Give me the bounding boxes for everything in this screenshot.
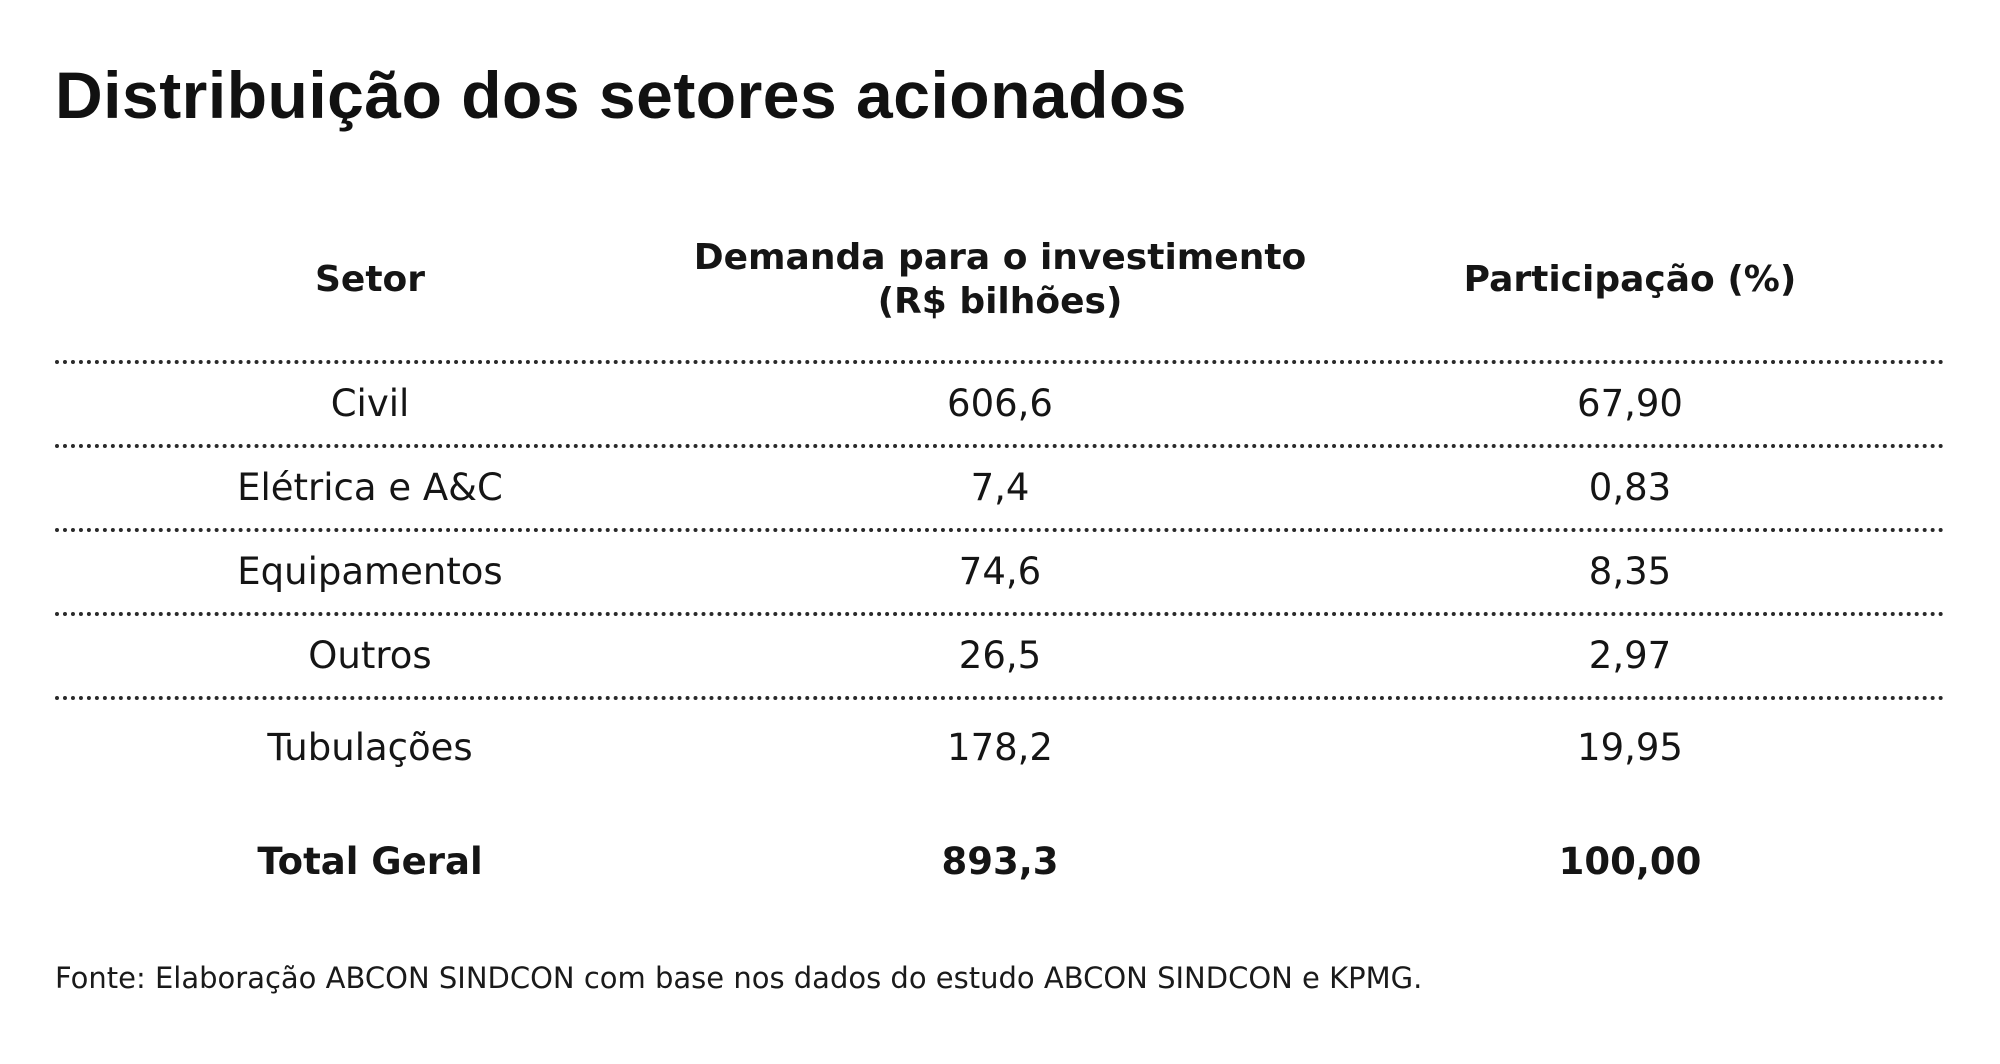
cell-demanda: 26,5 bbox=[958, 634, 1042, 677]
page-title: Distribuição dos setores acionados bbox=[55, 58, 1187, 132]
header-participacao: Participação (%) bbox=[1463, 259, 1797, 300]
header-setor: Setor bbox=[314, 259, 426, 300]
cell-demanda: 7,4 bbox=[970, 466, 1030, 509]
cell-participacao: 8,35 bbox=[1588, 550, 1672, 593]
table-header-row: Setor Demanda para o investimento (R$ bi… bbox=[55, 200, 1945, 364]
total-setor: Total Geral bbox=[257, 840, 483, 883]
source-note: Fonte: Elaboração ABCON SINDCON com base… bbox=[55, 961, 1423, 995]
table-row: Outros 26,5 2,97 bbox=[55, 616, 1945, 700]
cell-demanda: 606,6 bbox=[947, 382, 1053, 425]
cell-setor: Equipamentos bbox=[237, 550, 503, 593]
cell-demanda: 74,6 bbox=[958, 550, 1042, 593]
cell-participacao: 19,95 bbox=[1577, 726, 1683, 769]
cell-setor: Civil bbox=[330, 382, 410, 425]
cell-setor: Tubulações bbox=[267, 726, 473, 769]
table-row: Civil 606,6 67,90 bbox=[55, 364, 1945, 448]
table-row: Tubulações 178,2 19,95 bbox=[55, 700, 1945, 796]
cell-demanda: 178,2 bbox=[947, 726, 1053, 769]
cell-setor: Elétrica e A&C bbox=[237, 466, 503, 509]
cell-participacao: 2,97 bbox=[1588, 634, 1672, 677]
total-demanda: 893,3 bbox=[941, 840, 1059, 883]
table-row: Equipamentos 74,6 8,35 bbox=[55, 532, 1945, 616]
table-total-row: Total Geral 893,3 100,00 bbox=[55, 796, 1945, 928]
cell-setor: Outros bbox=[308, 634, 432, 677]
cell-participacao: 67,90 bbox=[1577, 382, 1683, 425]
header-demanda-line1: Demanda para o investimento bbox=[693, 237, 1307, 278]
table-row: Elétrica e A&C 7,4 0,83 bbox=[55, 448, 1945, 532]
sector-table: Setor Demanda para o investimento (R$ bi… bbox=[55, 200, 1945, 928]
header-demanda: Demanda para o investimento (R$ bilhões) bbox=[685, 236, 1315, 324]
cell-participacao: 0,83 bbox=[1588, 466, 1672, 509]
total-participacao: 100,00 bbox=[1558, 840, 1702, 883]
header-demanda-line2: (R$ bilhões) bbox=[877, 281, 1123, 322]
